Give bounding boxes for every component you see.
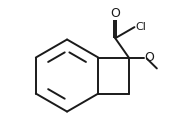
Text: O: O bbox=[110, 7, 120, 19]
Text: Cl: Cl bbox=[135, 22, 146, 32]
Text: O: O bbox=[144, 51, 154, 64]
